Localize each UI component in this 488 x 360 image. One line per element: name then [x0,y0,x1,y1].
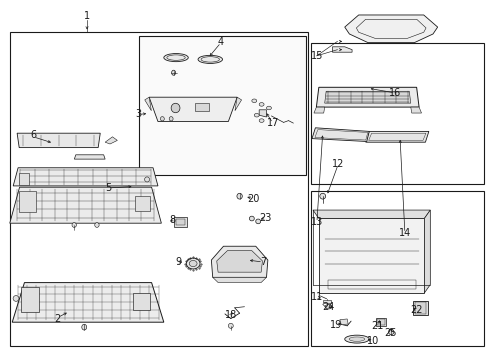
Bar [195,103,208,111]
Polygon shape [324,91,410,103]
Text: 24: 24 [322,302,334,312]
Text: 5: 5 [105,183,111,193]
Ellipse shape [387,329,393,335]
Text: 18: 18 [224,310,237,320]
Ellipse shape [186,258,200,269]
Bar [139,36,305,175]
Ellipse shape [266,106,271,110]
Text: 17: 17 [266,118,279,128]
Bar [10,32,307,346]
Text: 2: 2 [55,314,61,324]
Polygon shape [410,107,421,113]
Ellipse shape [169,117,173,121]
Bar [310,43,483,184]
Ellipse shape [72,222,76,228]
Ellipse shape [249,216,254,221]
Text: 10: 10 [366,336,378,346]
Polygon shape [318,218,424,293]
Ellipse shape [251,99,256,103]
Ellipse shape [144,177,149,182]
Text: 3: 3 [135,109,141,120]
Text: 8: 8 [169,215,175,225]
Text: 7: 7 [260,257,265,267]
Polygon shape [316,87,418,107]
Polygon shape [19,191,36,212]
Polygon shape [19,173,29,185]
Polygon shape [332,47,351,52]
Bar [412,301,427,315]
Text: 9: 9 [175,257,181,267]
Bar [176,219,184,225]
Polygon shape [311,128,368,141]
Polygon shape [135,196,150,211]
Text: 20: 20 [246,194,259,204]
Polygon shape [339,319,347,325]
Text: 1: 1 [84,11,90,21]
Ellipse shape [228,323,233,328]
Ellipse shape [160,117,164,121]
Polygon shape [322,300,330,303]
Ellipse shape [163,54,188,62]
Text: 19: 19 [329,320,342,330]
Ellipse shape [325,305,331,309]
Text: 23: 23 [258,213,271,223]
Text: 4: 4 [218,37,224,48]
Ellipse shape [259,103,264,106]
Polygon shape [17,133,100,148]
Ellipse shape [13,296,19,301]
Polygon shape [149,97,237,122]
Text: 14: 14 [398,228,410,238]
Bar [375,318,386,326]
Text: 15: 15 [310,51,323,61]
Polygon shape [21,287,39,312]
Polygon shape [235,97,241,111]
Text: 13: 13 [310,217,323,228]
Ellipse shape [171,103,180,113]
Ellipse shape [259,119,264,122]
Text: 22: 22 [409,305,422,315]
Ellipse shape [81,324,86,330]
Text: 6: 6 [30,130,36,140]
Bar [414,302,426,314]
Polygon shape [12,283,163,322]
Polygon shape [211,246,267,277]
Polygon shape [13,168,158,186]
Ellipse shape [189,261,197,266]
Ellipse shape [255,219,260,224]
Text: 21: 21 [370,321,383,331]
Text: 11: 11 [310,292,323,302]
Bar [376,319,384,325]
Text: 12: 12 [331,159,344,169]
Polygon shape [344,15,437,42]
Polygon shape [424,210,429,293]
Polygon shape [144,97,151,111]
Polygon shape [105,137,117,144]
Polygon shape [133,292,150,310]
Text: 25: 25 [383,328,396,338]
Ellipse shape [198,55,222,63]
Bar [173,217,187,227]
Polygon shape [312,210,429,218]
Ellipse shape [344,335,368,343]
Text: 16: 16 [388,88,401,98]
Ellipse shape [171,70,175,75]
Polygon shape [313,107,324,113]
Polygon shape [212,277,266,283]
Polygon shape [365,131,428,142]
Ellipse shape [319,193,325,199]
Bar [310,191,483,346]
Polygon shape [216,251,262,272]
Ellipse shape [254,113,259,117]
Ellipse shape [348,337,364,341]
Polygon shape [74,155,105,159]
Ellipse shape [95,222,99,228]
Polygon shape [10,187,161,223]
Ellipse shape [236,193,242,199]
Polygon shape [259,110,266,117]
